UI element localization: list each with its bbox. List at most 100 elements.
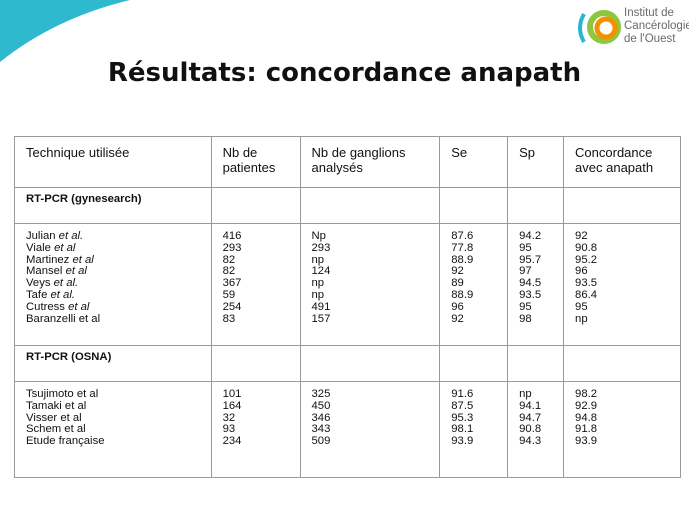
cell-line: Tafe et al. bbox=[26, 288, 75, 301]
cell-line: 491 bbox=[311, 300, 331, 313]
cell-line: 234 bbox=[222, 435, 242, 448]
cell-line: 95.3 bbox=[451, 411, 474, 424]
cell-line: np bbox=[519, 388, 532, 400]
cell-line: 293 bbox=[311, 241, 331, 254]
cell-line: 92 bbox=[451, 265, 464, 278]
cell-line: Baranzelli et al bbox=[26, 312, 101, 325]
nodes-cell: 325 450 346 343 509 bbox=[299, 381, 441, 478]
cell-line: 164 bbox=[222, 399, 242, 412]
cell-line: Julian et al. bbox=[26, 230, 84, 242]
cell-line: 254 bbox=[222, 300, 242, 313]
logo-line: de l'Ouest bbox=[624, 33, 676, 45]
cell-line: 93.5 bbox=[575, 277, 598, 290]
cell-line: 367 bbox=[222, 277, 242, 290]
data-row: Julian et al. Viale et al Martinez et al Ma… bbox=[14, 223, 681, 346]
cell-line: 97 bbox=[519, 265, 532, 278]
cell-line: 93 bbox=[222, 423, 236, 436]
cell-line: 94.8 bbox=[575, 411, 598, 424]
results-table: Technique utilisée Nb de patientes Nb de… bbox=[14, 136, 681, 478]
cell-line: Tsujimoto et al bbox=[26, 388, 99, 400]
cell-line: 90.8 bbox=[519, 423, 542, 436]
logo-text: Institut de Cancérologie de l'Ouest bbox=[624, 7, 689, 46]
cell-line: 83 bbox=[222, 312, 236, 325]
cell-line: 346 bbox=[311, 411, 331, 424]
sp-cell: 94.2 95 95.7 97 94.5 93.5 95 98 bbox=[507, 223, 565, 346]
cell-line: 91.8 bbox=[575, 423, 598, 436]
cell-line: 59 bbox=[222, 288, 236, 301]
cell-line: Cutress et al bbox=[26, 300, 90, 313]
cell-line: 98.1 bbox=[451, 423, 474, 436]
section-label: RT-PCR (gynesearch) bbox=[14, 187, 212, 224]
cell-line: np bbox=[311, 277, 325, 290]
header-nodes: Nb de ganglions analysés bbox=[299, 136, 441, 188]
cell-line: Martinez et al bbox=[26, 253, 94, 266]
cell-line: 87.5 bbox=[451, 399, 474, 412]
authors-cell: Tsujimoto et al Tamaki et al Visser et al S… bbox=[14, 381, 212, 478]
se-cell: 91.6 87.5 95.3 98.1 93.9 bbox=[439, 381, 509, 478]
cell-line: 93.5 bbox=[519, 288, 542, 301]
table-header-row: Technique utilisée Nb de patientes Nb de… bbox=[14, 136, 681, 188]
logo-line: Institut de bbox=[624, 7, 674, 19]
cell-line: 77.8 bbox=[451, 241, 474, 254]
cell-line: Visser et al bbox=[26, 411, 82, 424]
cell-line: 94.7 bbox=[519, 411, 542, 424]
cell-line: 96 bbox=[575, 265, 588, 278]
data-row: Tsujimoto et al Tamaki et al Visser et al S… bbox=[14, 381, 681, 478]
cell-line: 87.6 bbox=[451, 230, 474, 242]
cell-line: 82 bbox=[222, 265, 236, 278]
se-cell: 87.6 77.8 88.9 92 89 88.9 96 92 bbox=[439, 223, 509, 346]
cell-line: 509 bbox=[311, 435, 331, 448]
cell-line: Np bbox=[311, 230, 326, 242]
header-sp: Sp bbox=[507, 136, 565, 188]
cell-line: 95 bbox=[519, 300, 532, 313]
cell-line: 94.3 bbox=[519, 435, 542, 448]
cell-line: 325 bbox=[311, 388, 331, 400]
header-concordance: Concordance avec anapath bbox=[563, 136, 681, 188]
cell-line: 94.1 bbox=[519, 399, 542, 412]
cell-line: Tamaki et al bbox=[26, 399, 87, 412]
slide-title: Résultats: concordance anapath bbox=[107, 58, 582, 88]
cell-line: 95 bbox=[575, 300, 588, 313]
cell-line: 101 bbox=[222, 388, 242, 400]
concordance-cell: 92 90.8 95.2 96 93.5 86.4 95 np bbox=[563, 223, 681, 346]
cell-line: 96 bbox=[451, 300, 464, 313]
cell-line: 293 bbox=[222, 241, 242, 254]
authors-cell: Julian et al. Viale et al Martinez et al Ma… bbox=[14, 223, 212, 346]
cell-line: np bbox=[311, 288, 325, 301]
cell-line: Viale et al bbox=[26, 241, 76, 254]
cell-line: np bbox=[575, 312, 588, 325]
cell-line: 93.9 bbox=[575, 435, 598, 448]
section-row: RT-PCR (gynesearch) bbox=[14, 187, 681, 224]
nodes-cell: Np 293 np 124 np np 491 157 bbox=[299, 223, 441, 346]
cell-line: 92.9 bbox=[575, 399, 598, 412]
cell-line: 94.2 bbox=[519, 230, 542, 242]
section-row: RT-PCR (OSNA) bbox=[14, 345, 681, 382]
cell-line: 343 bbox=[311, 423, 331, 436]
cell-line: Schem et al bbox=[26, 423, 86, 436]
cell-line: 124 bbox=[311, 265, 331, 278]
corner-swoosh bbox=[0, 0, 130, 62]
cell-line: 95.7 bbox=[519, 253, 542, 266]
cell-line: 450 bbox=[311, 399, 331, 412]
cell-line: 88.9 bbox=[451, 288, 474, 301]
header-patients: Nb de patientes bbox=[210, 136, 301, 188]
institute-logo-icon bbox=[578, 10, 621, 44]
cell-line: 91.6 bbox=[451, 388, 474, 400]
cell-line: Mansel et al bbox=[26, 265, 87, 278]
cell-line: 88.9 bbox=[451, 253, 474, 266]
cell-line: 416 bbox=[222, 230, 242, 242]
patients-cell: 416 293 82 82 367 59 254 83 bbox=[210, 223, 301, 346]
cell-line: 157 bbox=[311, 312, 331, 325]
cell-line: 90.8 bbox=[575, 241, 598, 254]
sp-cell: np 94.1 94.7 90.8 94.3 bbox=[507, 381, 565, 478]
cell-line: 92 bbox=[451, 312, 464, 325]
cell-line: 95.2 bbox=[575, 253, 598, 266]
cell-line: Etude française bbox=[26, 435, 105, 448]
cell-line: 32 bbox=[222, 411, 236, 424]
cell-line: 86.4 bbox=[575, 288, 598, 301]
concordance-cell: 98.2 92.9 94.8 91.8 93.9 bbox=[563, 381, 681, 478]
corner-decoration bbox=[0, 0, 130, 62]
patients-cell: 101 164 32 93 234 bbox=[210, 381, 301, 478]
section-label: RT-PCR (OSNA) bbox=[14, 345, 212, 382]
cell-line: 94.5 bbox=[519, 277, 542, 290]
